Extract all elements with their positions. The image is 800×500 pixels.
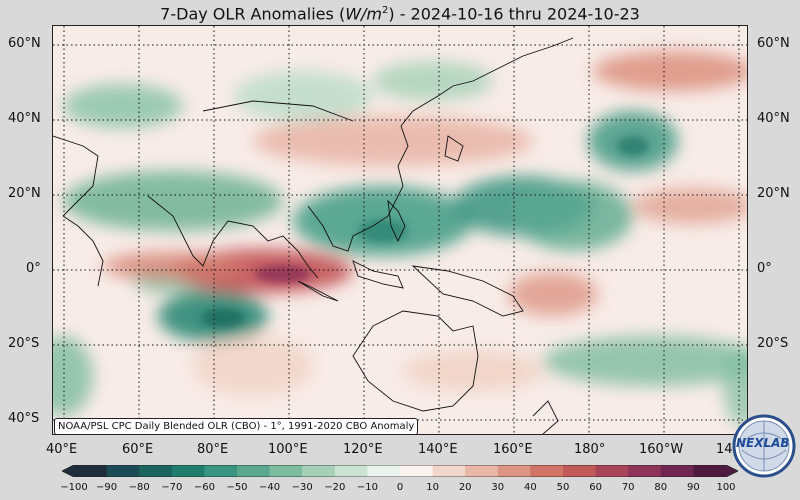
lon-label-160w: 160°W [639, 442, 684, 457]
colorbar-tick-label: −50 [226, 482, 248, 493]
lat-label-left-40n: 40°N [8, 111, 41, 126]
colorbar-segment [74, 465, 108, 477]
map-title: 7-Day OLR Anomalies (W/m2) - 2024-10-16 … [0, 0, 800, 24]
colorbar-segment [465, 465, 499, 477]
lat-label-right-40n: 40°N [757, 111, 790, 126]
colorbar-segment [530, 465, 564, 477]
lon-label-40e: 40°E [46, 442, 78, 457]
lat-label-left-eq: 0° [26, 261, 41, 276]
colorbar-segment [595, 465, 629, 477]
title-unit-base: W/m [345, 4, 382, 24]
title-unit-exponent: 2 [381, 5, 389, 16]
colorbar-tick-label: −20 [324, 482, 346, 493]
map-canvas [53, 26, 747, 434]
lon-label-140e: 140°E [418, 442, 458, 457]
colorbar-segment [660, 465, 694, 477]
lat-label-left-20n: 20°N [8, 186, 41, 201]
colorbar-tick-label: −10 [356, 482, 378, 493]
lon-label-120e: 120°E [343, 442, 383, 457]
colorbar-tick-label: −80 [128, 482, 150, 493]
lon-label-60e: 60°E [122, 442, 154, 457]
colorbar-segment [334, 465, 368, 477]
olr-anomaly-map [52, 25, 748, 435]
colorbar-tick-label: 40 [524, 482, 537, 493]
colorbar-tick-label: 70 [621, 482, 635, 493]
colorbar-segment [432, 465, 466, 477]
nexlab-logo: NEXLAB [732, 414, 796, 478]
globe-icon [732, 414, 796, 478]
colorbar-segment [497, 465, 531, 477]
lon-label-160e: 160°E [493, 442, 533, 457]
colorbar-tick-label: −90 [96, 482, 118, 493]
colorbar-tick-label: −30 [291, 482, 313, 493]
colorbar-tick-label: −40 [259, 482, 281, 493]
colorbar-tick-label: 0 [396, 482, 404, 493]
colorbar-segment [269, 465, 303, 477]
colorbar-tick-label: 100 [716, 482, 736, 493]
colorbar-segment [693, 465, 727, 477]
colorbar-segment [628, 465, 662, 477]
colorbar-tick-label: 50 [556, 482, 570, 493]
colorbar-segment [563, 465, 597, 477]
colorbar-tick-label: −100 [60, 482, 88, 493]
lon-label-80e: 80°E [197, 442, 229, 457]
colorbar-segment [106, 465, 140, 477]
logo-text: NEXLAB [736, 436, 790, 450]
lat-label-left-40s: 40°S [8, 411, 40, 426]
colorbar-segment [367, 465, 401, 477]
lat-label-left-60n: 60°N [8, 36, 41, 51]
lon-label-100e: 100°E [268, 442, 308, 457]
graticule [53, 26, 747, 434]
colorbar-svg [61, 464, 739, 478]
lat-label-right-20n: 20°N [757, 186, 790, 201]
colorbar-segment [204, 465, 238, 477]
colorbar-tick-label: 30 [491, 482, 505, 493]
lat-label-right-20s: 20°S [757, 336, 789, 351]
lat-label-right-60n: 60°N [757, 36, 790, 51]
colorbar-tick-label: 80 [654, 482, 668, 493]
colorbar-tick-label: 10 [426, 482, 439, 493]
colorbar-tick-label: 90 [687, 482, 700, 493]
colorbar-tick-label: −70 [161, 482, 183, 493]
coastlines [53, 37, 574, 434]
colorbar [61, 462, 739, 478]
colorbar-tick-label: −60 [193, 482, 215, 493]
colorbar-segment [400, 465, 434, 477]
colorbar-segment [139, 465, 173, 477]
title-prefix: 7-Day OLR Anomalies ( [160, 4, 346, 24]
title-suffix: ) - 2024-10-16 thru 2024-10-23 [388, 4, 640, 24]
colorbar-segment [237, 465, 271, 477]
colorbar-tick-label: 60 [589, 482, 602, 493]
colorbar-segment [171, 465, 205, 477]
lon-label-180: 180° [574, 442, 606, 457]
data-source-credit: NOAA/PSL CPC Daily Blended OLR (CBO) - 1… [54, 418, 419, 435]
colorbar-tick-label: 20 [458, 482, 472, 493]
lat-label-right-eq: 0° [757, 261, 772, 276]
lat-label-left-20s: 20°S [8, 336, 40, 351]
colorbar-extend-min [62, 465, 74, 477]
colorbar-segment [302, 465, 336, 477]
colorbar-extend-max [726, 465, 738, 477]
